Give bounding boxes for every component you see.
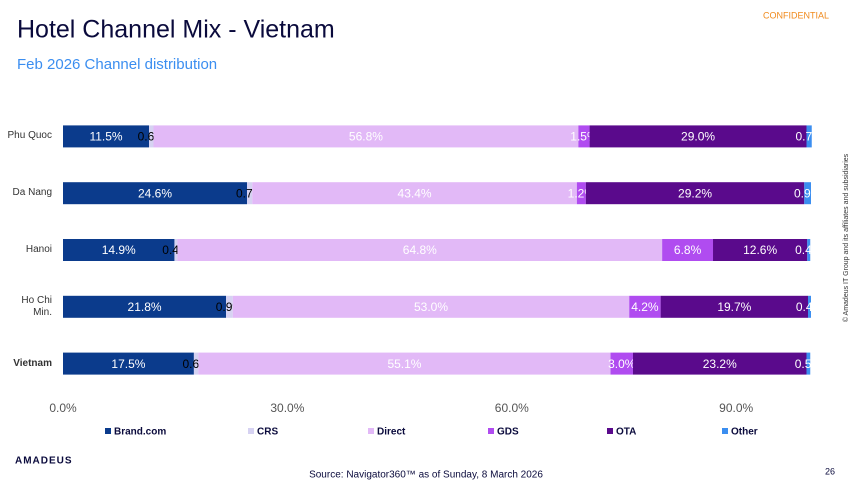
data-label: 29.0% (681, 130, 715, 144)
category-label: Phu Quoc (7, 130, 52, 142)
bar-segment (149, 125, 154, 148)
category-text: Phu Quoc (7, 130, 52, 142)
bar-segment (713, 239, 808, 261)
data-label: 0.7% (795, 130, 823, 144)
legend-swatch (105, 428, 111, 434)
plot: 11.5% 0.6% 56.8% 1.5% 29.0% 0.7%24.6% 0.7% 43.4… (63, 125, 824, 375)
bar-segment (585, 182, 805, 205)
bar-segment (804, 182, 811, 205)
category-text: Vietnam (13, 357, 52, 369)
data-label: 43.4% (398, 186, 432, 200)
bar-segment (629, 295, 661, 318)
category-text: Hanoi (25, 244, 52, 255)
data-label: 4.2% (631, 300, 659, 314)
bar-segment (63, 125, 150, 148)
data-label: 29.2% (678, 186, 712, 200)
bar-segment (153, 125, 579, 148)
legend-swatch (722, 428, 728, 434)
data-label: 11.5% (89, 130, 122, 144)
bar-segment (63, 182, 248, 205)
bar-segment (808, 295, 811, 318)
x-tick-label: 90.0% (719, 401, 753, 415)
data-label: 53.0% (414, 300, 448, 314)
legend-swatch (488, 428, 494, 434)
bar-segment (252, 182, 577, 205)
legend-label: Other (731, 427, 758, 438)
bar-segment (232, 295, 630, 318)
page-number: 26 (825, 466, 835, 476)
data-label: 14.9% (102, 243, 136, 257)
data-label: 64.8% (403, 243, 437, 257)
data-label: 0.9% (794, 186, 822, 200)
source: Source: Navigator360™ as of Sunday, 8 Ma… (309, 470, 543, 480)
legend-label: GDS (497, 427, 519, 438)
data-label: 12.6% (743, 243, 777, 257)
data-label: 55.1% (387, 357, 421, 371)
x-tick-label: 30.0% (270, 401, 304, 415)
category-label: Ho Chi Min. (21, 294, 52, 318)
legend-label: Brand.com (114, 427, 166, 438)
bar-segment (177, 239, 663, 261)
subtitle: Feb 2026 Channel distribution (17, 56, 217, 73)
category-text: Da Nang (12, 187, 52, 199)
bar-segment (576, 182, 586, 205)
bar-segment (193, 352, 199, 375)
data-label: 0.4% (796, 300, 824, 314)
bar-segment (589, 125, 807, 148)
data-label: 56.8% (349, 130, 383, 144)
bar-segment (806, 352, 811, 375)
title: Hotel Channel Mix - Vietnam (17, 16, 335, 44)
data-label: 6.8% (674, 243, 702, 257)
logo: AMADEUS (15, 456, 73, 467)
data-label: 19.7% (717, 300, 751, 314)
bar-segment (660, 295, 809, 318)
bar-segment (226, 295, 233, 318)
bar-segment (807, 239, 811, 261)
legend-swatch (607, 428, 613, 434)
legend-swatch (368, 428, 374, 434)
data-label: 23.2% (703, 357, 737, 371)
legend-swatch (248, 428, 254, 434)
bar-segment (578, 125, 590, 148)
bar-segment (174, 239, 178, 261)
bar-segment (63, 295, 227, 318)
legend-label: OTA (616, 427, 636, 438)
bar-segment (662, 239, 714, 261)
bar-segment (610, 352, 633, 375)
data-label: 0.5% (795, 357, 823, 371)
x-tick-label: 60.0% (495, 401, 529, 415)
bar-segment (198, 352, 611, 375)
bar-segment (247, 182, 253, 205)
data-label: 21.8% (128, 300, 162, 314)
bar-segment (63, 352, 194, 375)
confidential: CONFIDENTIAL (763, 10, 829, 20)
legend-label: Direct (377, 427, 406, 438)
x-tick-label: 0.0% (49, 401, 77, 415)
data-label: 17.5% (111, 357, 145, 371)
category-label: Vietnam (13, 357, 52, 369)
bar-segment (806, 125, 812, 148)
data-label: 3.0% (608, 357, 636, 371)
bar-segment (63, 239, 175, 261)
data-label: 24.6% (138, 186, 172, 200)
bar-segment (632, 352, 807, 375)
data-label: 0.4% (795, 243, 823, 257)
category-label: Da Nang (12, 187, 52, 199)
copyright: © Amadeus IT Group and its affiliates an… (842, 153, 850, 322)
category-label: Hanoi (25, 244, 52, 255)
legend-label: CRS (257, 427, 278, 438)
category-text: Ho Chi Min. (21, 294, 52, 318)
